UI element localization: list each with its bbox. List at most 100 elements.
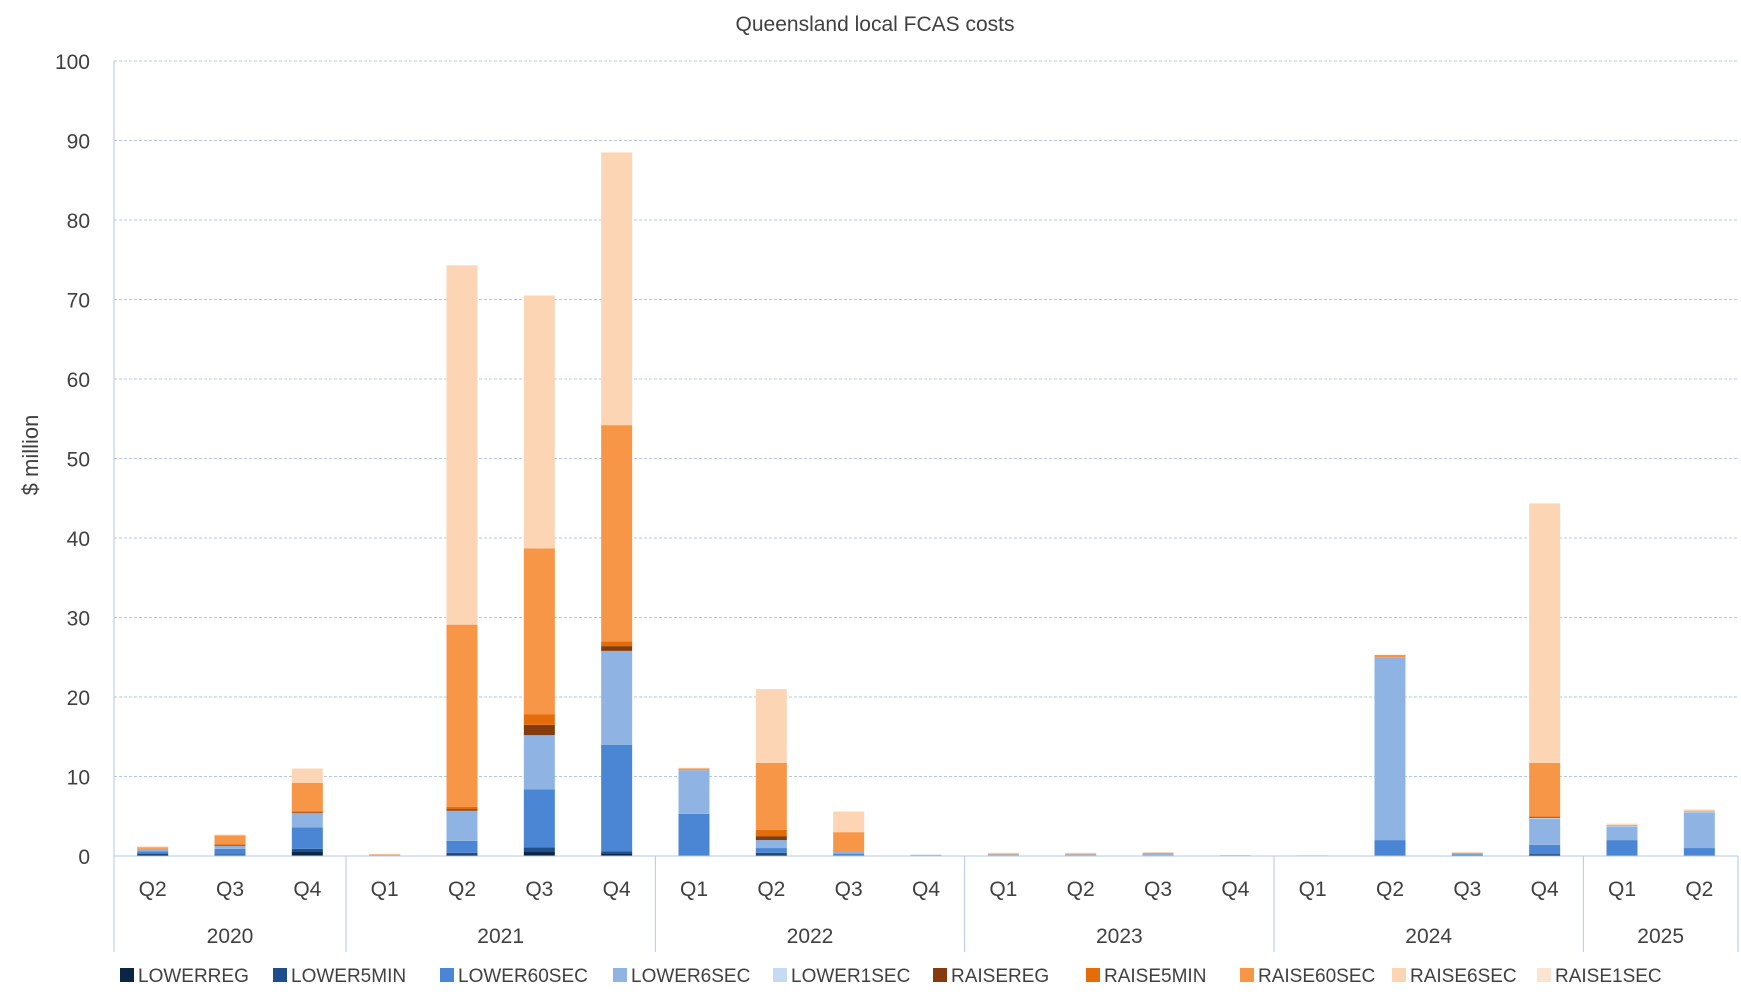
bar-segment	[1683, 812, 1715, 849]
x-tick-label: Q2	[1685, 878, 1713, 901]
bar-segment	[214, 845, 246, 849]
bar-segment	[446, 810, 478, 841]
bar-segment	[291, 768, 323, 783]
bar-segment	[601, 853, 633, 856]
bar-segment	[678, 768, 710, 771]
bar-segment	[987, 853, 1019, 855]
legend-label: RAISE1SEC	[1555, 966, 1662, 987]
bar-segment	[601, 152, 633, 426]
bar-segment	[1529, 816, 1561, 818]
bar-segment	[1065, 853, 1097, 855]
legend-swatch	[773, 968, 787, 982]
bar-segment	[910, 854, 942, 856]
bar-segment	[1451, 852, 1483, 853]
bar-segment	[214, 834, 246, 836]
y-tick-label: 90	[67, 131, 90, 154]
bar-segment	[446, 840, 478, 853]
bar-segment	[214, 844, 246, 846]
bar-segment	[1142, 852, 1174, 854]
x-tick-label: Q1	[371, 878, 399, 901]
bar-segment	[369, 854, 401, 856]
bar-segment	[1683, 810, 1715, 812]
bar-segment	[1683, 809, 1715, 811]
bar-segment	[833, 853, 865, 856]
x-tick-label: Q4	[1221, 878, 1249, 901]
x-tick-label: Q3	[1144, 878, 1172, 901]
bar-segment	[214, 848, 246, 855]
bar-segment	[1142, 853, 1174, 856]
y-tick-label: 100	[55, 51, 90, 74]
bar-segment	[1683, 848, 1715, 856]
bar-segment	[678, 767, 710, 769]
bar-segment	[523, 295, 555, 549]
year-label: 2020	[207, 925, 254, 948]
bar-segment	[1529, 818, 1561, 845]
bar-segment	[1529, 817, 1561, 819]
bar-segment	[369, 855, 401, 856]
y-tick-label: 50	[67, 449, 90, 472]
bar-segment	[833, 832, 865, 853]
legend-swatch	[1240, 968, 1254, 982]
bar-segment	[678, 813, 710, 856]
bar-segment	[1606, 826, 1638, 841]
bar-segment	[369, 854, 401, 855]
x-tick-label: Q3	[835, 878, 863, 901]
x-tick-label: Q4	[912, 878, 940, 901]
bar-segment	[755, 689, 787, 763]
legend-swatch	[120, 968, 134, 982]
bar-segment	[523, 724, 555, 736]
bar-segment	[755, 836, 787, 841]
x-tick-label: Q2	[139, 878, 167, 901]
x-tick-label: Q1	[1608, 878, 1636, 901]
bar-segment	[137, 851, 169, 854]
bar-segment	[678, 770, 710, 814]
y-tick-label: 20	[67, 687, 90, 710]
bar-segment	[214, 844, 246, 845]
bar-segment	[523, 789, 555, 848]
axes: 0 10 20 30 40 50 60 70 80 90 100 Q2 Q3 Q4 Q1 Q2 Q3 Q4 Q1 Q2…	[55, 51, 1739, 952]
bar-segment	[446, 624, 478, 807]
bar-segment	[214, 835, 246, 845]
bar-segment	[755, 854, 787, 856]
bar-segment	[1683, 811, 1715, 813]
bar-segment	[137, 846, 169, 848]
year-label: 2023	[1096, 925, 1143, 948]
bar-segment	[446, 854, 478, 856]
year-label: 2021	[477, 925, 524, 948]
y-tick-label: 40	[67, 528, 90, 551]
legend-label: RAISE6SEC	[1410, 966, 1517, 987]
x-tick-label: Q1	[1299, 878, 1327, 901]
x-tick-label: Q2	[448, 878, 476, 901]
x-tick-label: Q2	[1376, 878, 1404, 901]
legend: LOWERREG LOWER5MIN LOWER60SEC LOWER6SEC LOWE…	[120, 966, 1662, 987]
bar-segment	[214, 854, 246, 856]
x-tick-label: Q1	[680, 878, 708, 901]
legend-label: LOWER6SEC	[631, 966, 750, 987]
bar-segment	[291, 827, 323, 849]
y-tick-label: 80	[67, 210, 90, 233]
legend-swatch	[1392, 968, 1406, 982]
bar-segment	[755, 762, 787, 830]
y-tick-label: 10	[67, 767, 90, 790]
bar-segment	[523, 548, 555, 715]
legend-label: LOWER1SEC	[791, 966, 910, 987]
legend-label: RAISE5MIN	[1104, 966, 1206, 987]
legend-label: LOWER5MIN	[291, 966, 406, 987]
bar-segment	[1142, 852, 1174, 853]
bar-segment	[755, 848, 787, 853]
bar-segment	[291, 848, 323, 853]
gridlines	[114, 60, 1738, 777]
bar-segment	[446, 265, 478, 625]
bar-segment	[987, 854, 1019, 856]
bar-segment	[523, 714, 555, 725]
bar-segment	[137, 847, 169, 849]
bar-segment	[987, 852, 1019, 854]
bar-segment	[1374, 840, 1406, 856]
bar-segment	[291, 811, 323, 813]
x-tick-label: Q3	[1453, 878, 1481, 901]
bar-segment	[601, 641, 633, 647]
year-label: 2022	[787, 925, 834, 948]
legend-swatch	[273, 968, 287, 982]
